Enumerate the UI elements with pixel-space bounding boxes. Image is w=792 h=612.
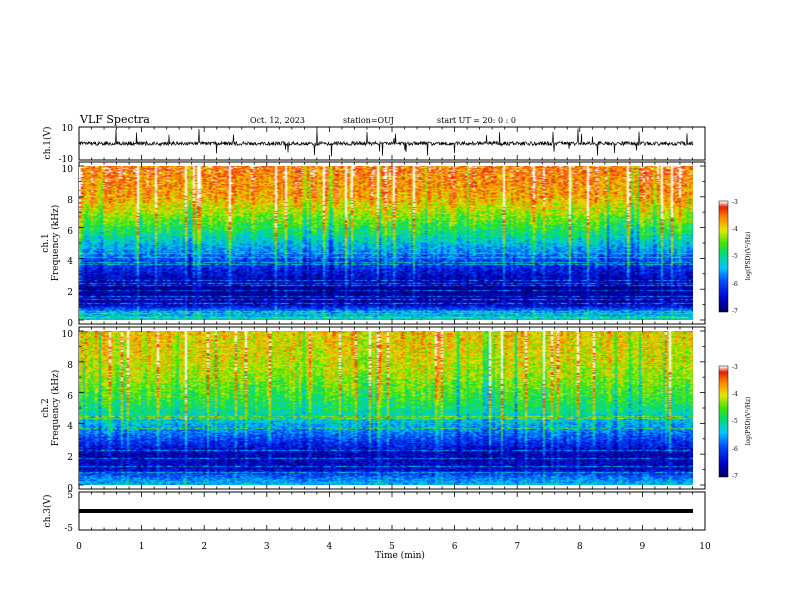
axis-ticks <box>78 127 706 530</box>
chart-title: VLF Spectra <box>79 113 150 126</box>
ch1-spectrogram-image <box>79 166 693 320</box>
ch1-waveform-panel: 10 -10 ch.1(V) <box>42 124 706 165</box>
ch1-cb-tick-m4: -4 <box>732 226 738 233</box>
xtick-8: 8 <box>577 542 583 552</box>
ch2-cb-tick-m6: -6 <box>732 446 738 453</box>
ch1-spec-ytick-4: 4 <box>67 257 73 267</box>
xtick-6: 6 <box>452 542 458 552</box>
ch1-colorbar-frame <box>718 200 729 313</box>
ch1-spec-ylabel-channel: ch.1 <box>41 233 51 252</box>
ch2-spec-ytick-6: 6 <box>67 392 73 402</box>
xtick-2: 2 <box>201 542 207 552</box>
xtick-9: 9 <box>640 542 646 552</box>
ch2-colorbar-frame <box>718 365 729 478</box>
ch1-waveform-trace <box>78 128 694 157</box>
ch2-colorbar-gradient <box>719 366 728 477</box>
ch1-ytick-top: 10 <box>62 124 74 134</box>
ch1-cb-tick-m7: -7 <box>732 308 738 315</box>
xtick-0: 0 <box>76 542 82 552</box>
xtick-7: 7 <box>514 542 520 552</box>
xtick-1: 1 <box>139 542 145 552</box>
ch2-cb-tick-m5: -5 <box>732 418 738 425</box>
ch3-ytick-bottom: -5 <box>64 524 73 534</box>
ch1-spec-ylabel-frequency: Frequency (kHz) <box>50 205 61 282</box>
start-ut-label: start UT = 20: 0 : 0 <box>437 116 516 125</box>
xtick-5: 5 <box>389 542 395 552</box>
x-axis-label: Time (min) <box>375 550 425 561</box>
ch2-spec-ytick-0: 0 <box>67 484 73 494</box>
ch2-spec-ylabel-channel: ch.2 <box>41 398 51 417</box>
xtick-10: 10 <box>699 542 711 552</box>
ch1-spec-ytick-8: 8 <box>67 196 73 206</box>
ch2-cb-tick-m7: -7 <box>732 473 738 480</box>
ch2-colorbar-label: log(PSD)(V²/Hz) <box>745 397 752 446</box>
ch1-waveform-ylabel: ch.1(V) <box>42 127 53 160</box>
ch3-waveform-ylabel: ch.3(V) <box>42 495 53 528</box>
ch1-cb-tick-m6: -6 <box>732 281 738 288</box>
ch2-spec-ytick-8: 8 <box>67 361 73 371</box>
ch2-spectrogram-image <box>79 331 693 485</box>
ch2-spec-ytick-2: 2 <box>67 453 73 463</box>
station-label: station=OUJ <box>343 116 394 125</box>
ch1-colorbar-gradient <box>719 201 728 312</box>
ch3-ytick-top: 5 <box>67 491 73 501</box>
ch2-spec-ylabel-frequency: Frequency (kHz) <box>50 370 61 447</box>
ch1-spec-ytick-2: 2 <box>67 288 73 298</box>
ch1-colorbar-label: log(PSD)(V²/Hz) <box>745 232 752 281</box>
ch2-cb-tick-m4: -4 <box>732 391 738 398</box>
xtick-3: 3 <box>264 542 270 552</box>
ch1-spec-ytick-10: 10 <box>62 165 74 175</box>
ch2-spectrogram-panel: 0 2 4 6 8 10 ch.2 Frequency (kHz) <box>41 326 706 494</box>
ch1-cb-tick-m5: -5 <box>732 253 738 260</box>
ch2-colorbar: -3 -4 -5 -6 -7 log(PSD)(V²/Hz) <box>718 364 752 480</box>
date-label: Oct. 12, 2023 <box>250 116 305 125</box>
ch1-colorbar: -3 -4 -5 -6 -7 log(PSD)(V²/Hz) <box>718 199 752 315</box>
ch1-spectrogram-panel: 0 2 4 6 8 10 ch.1 Frequency (kHz) <box>41 161 706 329</box>
ch2-cb-tick-m3: -3 <box>732 364 738 371</box>
ch1-spec-ytick-0: 0 <box>67 319 73 329</box>
xtick-4: 4 <box>327 542 333 552</box>
ch2-spec-ytick-4: 4 <box>67 422 73 432</box>
ch1-cb-tick-m3: -3 <box>732 199 738 206</box>
ch2-spec-ytick-10: 10 <box>62 330 74 340</box>
ch1-ytick-bottom: -10 <box>59 155 74 165</box>
x-axis: 0 1 2 3 4 5 6 7 8 9 10 Time (min) <box>76 542 711 561</box>
ch1-spec-ytick-6: 6 <box>67 227 73 237</box>
